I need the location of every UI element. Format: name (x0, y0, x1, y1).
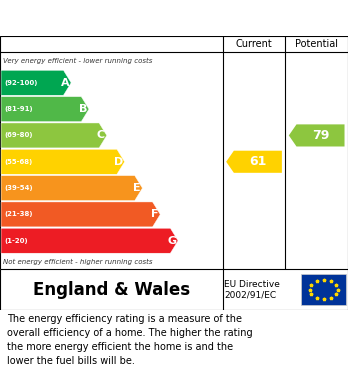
Text: E: E (133, 183, 141, 193)
Text: (1-20): (1-20) (4, 238, 28, 244)
Text: (81-91): (81-91) (4, 106, 33, 112)
Text: A: A (61, 78, 69, 88)
Text: B: B (79, 104, 87, 114)
Text: D: D (113, 157, 123, 167)
Text: England & Wales: England & Wales (33, 280, 190, 299)
Text: G: G (167, 236, 176, 246)
Polygon shape (289, 124, 345, 147)
Text: EU Directive
2002/91/EC: EU Directive 2002/91/EC (224, 280, 280, 299)
Text: Current: Current (236, 39, 272, 49)
Text: Potential: Potential (295, 39, 338, 49)
Polygon shape (1, 70, 71, 95)
Polygon shape (1, 149, 125, 174)
Polygon shape (1, 123, 107, 148)
Polygon shape (1, 176, 142, 201)
Text: (55-68): (55-68) (4, 159, 32, 165)
Polygon shape (1, 202, 160, 227)
Polygon shape (226, 151, 282, 173)
Text: The energy efficiency rating is a measure of the
overall efficiency of a home. T: The energy efficiency rating is a measur… (7, 314, 253, 366)
FancyBboxPatch shape (301, 274, 346, 305)
Text: (92-100): (92-100) (4, 80, 38, 86)
Text: Energy Efficiency Rating: Energy Efficiency Rating (10, 11, 220, 26)
Text: (69-80): (69-80) (4, 133, 33, 138)
Text: Very energy efficient - lower running costs: Very energy efficient - lower running co… (3, 58, 153, 64)
Text: C: C (97, 131, 105, 140)
Text: (39-54): (39-54) (4, 185, 33, 191)
Text: Not energy efficient - higher running costs: Not energy efficient - higher running co… (3, 258, 153, 264)
Text: 61: 61 (249, 155, 267, 168)
Text: (21-38): (21-38) (4, 212, 33, 217)
Polygon shape (1, 97, 89, 122)
Text: F: F (151, 210, 158, 219)
Polygon shape (1, 228, 178, 253)
Text: 79: 79 (312, 129, 329, 142)
